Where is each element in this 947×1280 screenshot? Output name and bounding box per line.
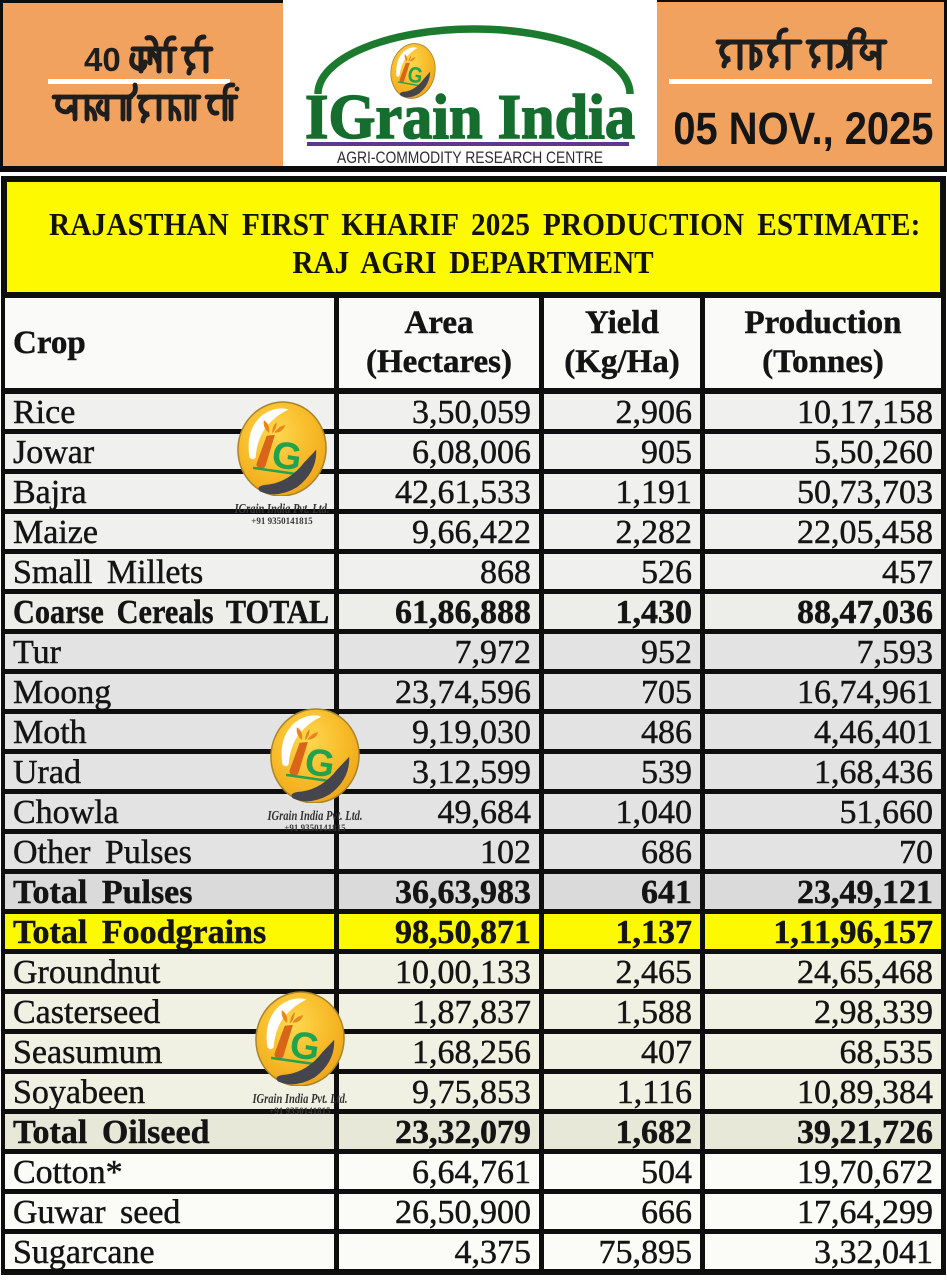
svg-text:AGRI-COMMODITY RESEARCH CENTRE: AGRI-COMMODITY RESEARCH CENTRE bbox=[337, 148, 603, 166]
svg-text:40: 40 bbox=[84, 41, 121, 78]
svg-text:IGrain India: IGrain India bbox=[305, 81, 635, 152]
